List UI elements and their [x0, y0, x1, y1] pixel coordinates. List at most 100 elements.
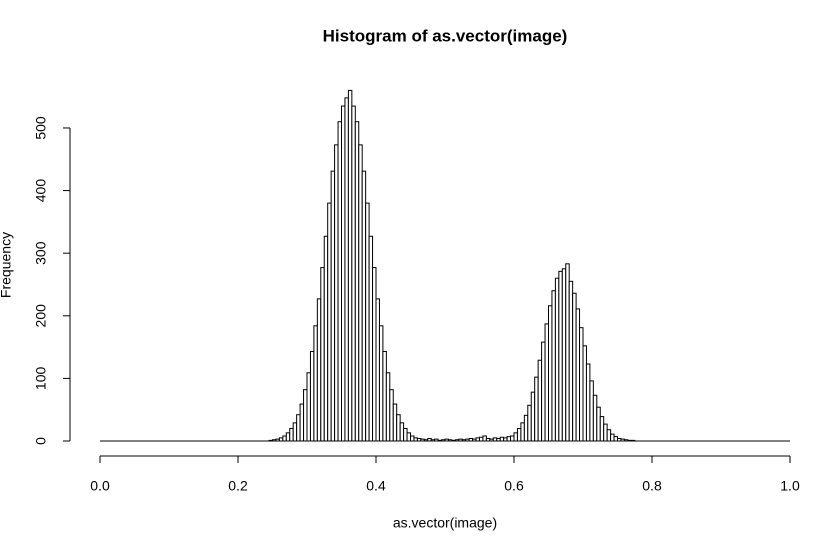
bar [534, 376, 539, 442]
x-axis-label: as.vector(image) [393, 515, 497, 531]
bar [368, 235, 374, 442]
bar [347, 89, 353, 442]
bar [406, 432, 411, 442]
bar [427, 437, 432, 442]
bar [396, 414, 401, 442]
bar [282, 435, 287, 442]
bar [506, 436, 512, 442]
bar [320, 267, 325, 442]
bar [548, 305, 553, 442]
bar [285, 432, 291, 442]
x-tick-label: 0.2 [228, 478, 248, 494]
bar [561, 268, 567, 442]
y-axis-label: Frequency [0, 232, 14, 298]
bar [592, 394, 598, 442]
bar [568, 280, 574, 442]
bar [565, 263, 570, 442]
bar [413, 437, 418, 442]
bar [330, 170, 336, 442]
bar [596, 406, 601, 442]
bar [441, 439, 446, 442]
bar [589, 380, 594, 442]
bar [306, 372, 311, 442]
bar [482, 435, 487, 442]
bar [510, 435, 515, 442]
bar [492, 437, 498, 442]
bar [365, 202, 370, 442]
bar [585, 363, 591, 442]
bar [468, 437, 474, 442]
bar [479, 436, 484, 442]
bar [410, 435, 415, 442]
bar [516, 427, 522, 442]
bar [572, 292, 577, 442]
bar [461, 439, 467, 442]
bar [351, 105, 356, 442]
bar [527, 404, 532, 442]
bar [403, 427, 408, 442]
bar [423, 439, 429, 442]
bar [437, 439, 443, 442]
bar [620, 438, 625, 442]
bar [313, 325, 318, 442]
bar [454, 439, 460, 442]
bar [603, 423, 608, 442]
bar [389, 389, 394, 442]
bar [503, 437, 508, 442]
bar [523, 414, 529, 442]
bar [299, 403, 305, 442]
bar [327, 202, 332, 442]
bar [458, 438, 463, 442]
x-tick-label: 0.4 [366, 478, 386, 494]
x-tick-label: 1.0 [780, 478, 800, 494]
bar [399, 422, 405, 442]
bar [475, 437, 480, 442]
bar [392, 403, 398, 442]
bar [627, 439, 632, 442]
bar [416, 437, 422, 442]
bar [541, 341, 546, 442]
bar [272, 439, 277, 442]
bar [496, 437, 501, 442]
y-tick-label: 400 [33, 179, 49, 203]
bar [610, 433, 615, 442]
bar [554, 277, 560, 442]
bar [434, 438, 439, 442]
bar [582, 345, 587, 442]
bar [430, 439, 436, 442]
bar [485, 437, 491, 442]
y-tick-label: 100 [33, 367, 49, 391]
bar [268, 439, 273, 442]
bar [520, 422, 525, 442]
bar [361, 170, 367, 442]
bar [530, 391, 536, 442]
y-tick-label: 200 [33, 304, 49, 328]
bar [444, 438, 449, 442]
y-tick-label: 0 [33, 437, 49, 445]
bar [451, 439, 456, 442]
x-tick-label: 0.6 [504, 478, 524, 494]
bar [289, 427, 294, 442]
bar [489, 438, 494, 442]
bar [341, 105, 346, 442]
bar [296, 414, 301, 442]
bar [337, 121, 342, 442]
bar [378, 325, 384, 442]
bar [323, 235, 329, 442]
bar [447, 439, 453, 442]
bar [420, 438, 425, 442]
bar [513, 432, 518, 442]
bar [385, 372, 391, 442]
bar [499, 436, 505, 442]
x-tick-label: 0.8 [642, 478, 662, 494]
bar [358, 144, 363, 442]
bar [606, 429, 612, 442]
bar [558, 270, 563, 442]
bar [623, 439, 629, 442]
x-tick-label: 0.0 [90, 478, 110, 494]
bar [303, 389, 308, 442]
chart-title: Histogram of as.vector(image) [323, 26, 568, 45]
bar [292, 422, 298, 442]
bar [544, 323, 549, 442]
